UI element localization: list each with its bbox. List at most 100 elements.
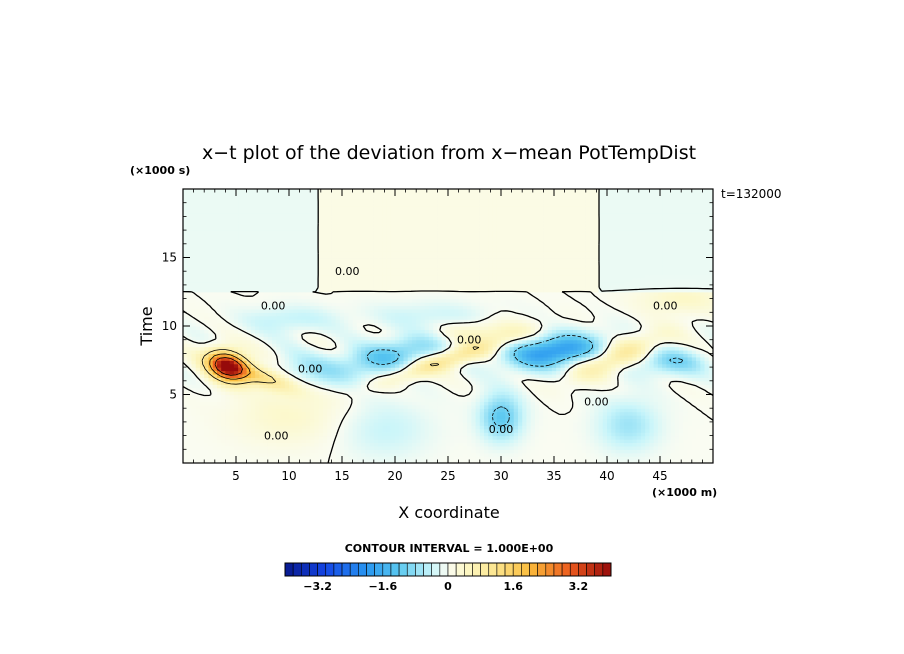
heat-cell [272,367,277,372]
heat-cell [221,432,226,437]
heat-cell [183,360,188,365]
heat-cell [632,332,638,337]
heat-cell [399,452,405,457]
heat-cell [568,353,574,358]
heat-cell [195,445,201,450]
heat-cell [573,442,578,447]
heat-cell [322,401,328,406]
heat-cell [289,401,294,406]
heat-cell [225,363,231,368]
heat-cell [250,459,256,463]
heat-cell [305,391,311,396]
heat-cell [420,459,426,463]
heat-cell [433,367,438,372]
heat-cell [475,380,481,385]
heat-cell [229,449,235,454]
heat-cell [390,439,396,444]
heat-cell [399,343,405,348]
heat-cell [327,411,332,416]
heat-cell [594,384,600,389]
heat-cell [199,445,205,450]
heat-cell [556,391,561,396]
heat-cell [696,384,701,389]
heat-cell [225,326,231,331]
heat-cell [433,384,438,389]
heat-cell [670,404,676,409]
heat-cell [543,387,549,392]
heat-cell [263,425,269,430]
heat-cell [471,404,477,409]
heat-cell [348,373,354,378]
heat-cell [183,387,188,392]
heat-cell [602,353,608,358]
heat-cell [522,380,528,385]
heat-cell [314,367,320,372]
heat-cell [551,363,557,368]
heat-cell [348,343,354,348]
heat-cell [225,411,231,416]
heat-cell [331,380,337,385]
heat-cell [653,329,659,334]
heat-cell [208,425,214,430]
heat-cell [420,408,426,413]
heat-cell [433,449,438,454]
heat-cell [505,401,511,406]
heat-cell [416,370,422,375]
heat-cell [310,377,316,382]
heat-cell [539,397,544,402]
heat-cell [547,343,553,348]
heat-cell [526,442,532,447]
heat-cell [623,329,629,334]
heat-cell [670,397,676,402]
heat-cell [475,363,481,368]
heat-cell [238,394,243,399]
heat-cell [590,367,595,372]
heat-cell [560,377,566,382]
heat-cell [318,401,324,406]
heat-cell [428,387,434,392]
heat-cell [471,421,477,426]
heat-cell [539,356,544,361]
heat-cell [653,387,659,392]
heat-cell [556,384,561,389]
heat-cell [212,425,218,430]
heat-cell [568,432,574,437]
heat-cell [314,432,320,437]
heat-cell [602,401,608,406]
heat-cell [513,408,519,413]
heat-cell [289,456,294,461]
heat-cell [590,332,595,337]
heat-cell [657,373,663,378]
heat-cell [551,394,557,399]
heat-cell [225,418,231,423]
heat-cell [632,425,638,430]
heat-cell [445,349,451,354]
heat-cell [683,387,689,392]
heat-cell [233,370,239,375]
heat-cell [183,442,188,447]
heat-cell [250,425,256,430]
heat-cell [373,363,379,368]
heat-cell [293,456,299,461]
heat-cell [607,384,612,389]
heat-cell [598,387,604,392]
heat-cell [344,349,349,354]
heat-cell [327,445,332,450]
heat-cell [488,329,494,334]
heat-cell [348,353,354,358]
heat-cell [704,377,710,382]
heat-cell [598,449,604,454]
heat-cell [263,336,269,341]
heat-cell [539,346,544,351]
heat-cell [666,332,672,337]
heat-cell [666,356,672,361]
heat-cell [674,428,680,433]
heat-cell [199,367,205,372]
heat-cell [594,428,600,433]
heat-cell [233,387,239,392]
heat-cell [293,387,299,392]
heat-cell [420,418,426,423]
heat-cell [450,373,455,378]
heat-cell [585,411,591,416]
heat-cell [657,415,663,420]
